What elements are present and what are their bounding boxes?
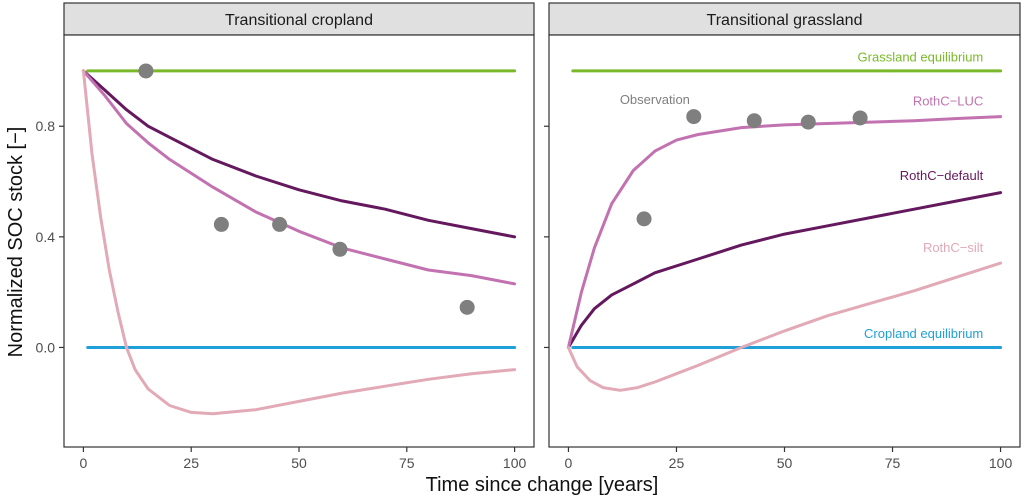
x-tick-label: 75 [885, 455, 901, 471]
plot-area [63, 34, 535, 448]
x-tick-label: 50 [291, 455, 307, 471]
y-tick-label: 0.0 [36, 339, 56, 355]
series-label: Observation [620, 92, 690, 107]
panel-title: Transitional cropland [225, 12, 373, 29]
x-tick-label: 100 [989, 455, 1013, 471]
x-tick-label: 0 [565, 455, 573, 471]
observation-point [272, 216, 288, 232]
series-line-rothc_luc [566, 115, 1003, 349]
series-line-rothc_default [566, 191, 1003, 349]
series-line-rothc_silt [81, 69, 517, 416]
x-tick-label: 100 [503, 455, 527, 471]
observation-point [213, 216, 229, 232]
observation-point [746, 113, 762, 129]
series-label: RothC−LUC [913, 94, 983, 109]
x-tick-label: 25 [669, 455, 685, 471]
x-tick-label: 25 [183, 455, 199, 471]
observation-point [852, 110, 868, 126]
series-line-rothc_luc [81, 69, 517, 286]
panel-strip [63, 2, 535, 36]
observation-point [636, 211, 652, 227]
series-group [566, 69, 1003, 392]
panel-1: Transitional cropland 0 25 50 75 100 0.0 0.4 0.8 [36, 2, 535, 471]
series-line-rothc_silt [566, 261, 1003, 392]
observation-point [800, 114, 816, 130]
y-tick-label: 0.4 [36, 229, 56, 245]
series-label: Cropland equilibrium [864, 326, 983, 341]
x-tick-label: 75 [399, 455, 415, 471]
observation-point [138, 63, 154, 79]
y-axis-title: Normalized SOC stock [−] [5, 127, 27, 358]
series-group [81, 69, 517, 416]
observation-point [332, 241, 348, 257]
x-tick-label: 0 [80, 455, 88, 471]
y-tick-label: 0.8 [36, 118, 56, 134]
panel-2: Transitional grassland Grassland equilibr… [544, 2, 1021, 471]
panel-title: Transitional grassland [707, 12, 863, 29]
x-tick-label: 50 [777, 455, 793, 471]
series-label: RothC−silt [923, 240, 984, 255]
observation-point [459, 299, 475, 315]
series-label: RothC−default [900, 168, 984, 183]
series-label: Grassland equilibrium [858, 49, 984, 64]
series-line-rothc_default [81, 69, 517, 239]
x-axis-title: Time since change [years] [426, 474, 659, 496]
plot-area [548, 34, 1021, 448]
observation-point [686, 109, 702, 125]
